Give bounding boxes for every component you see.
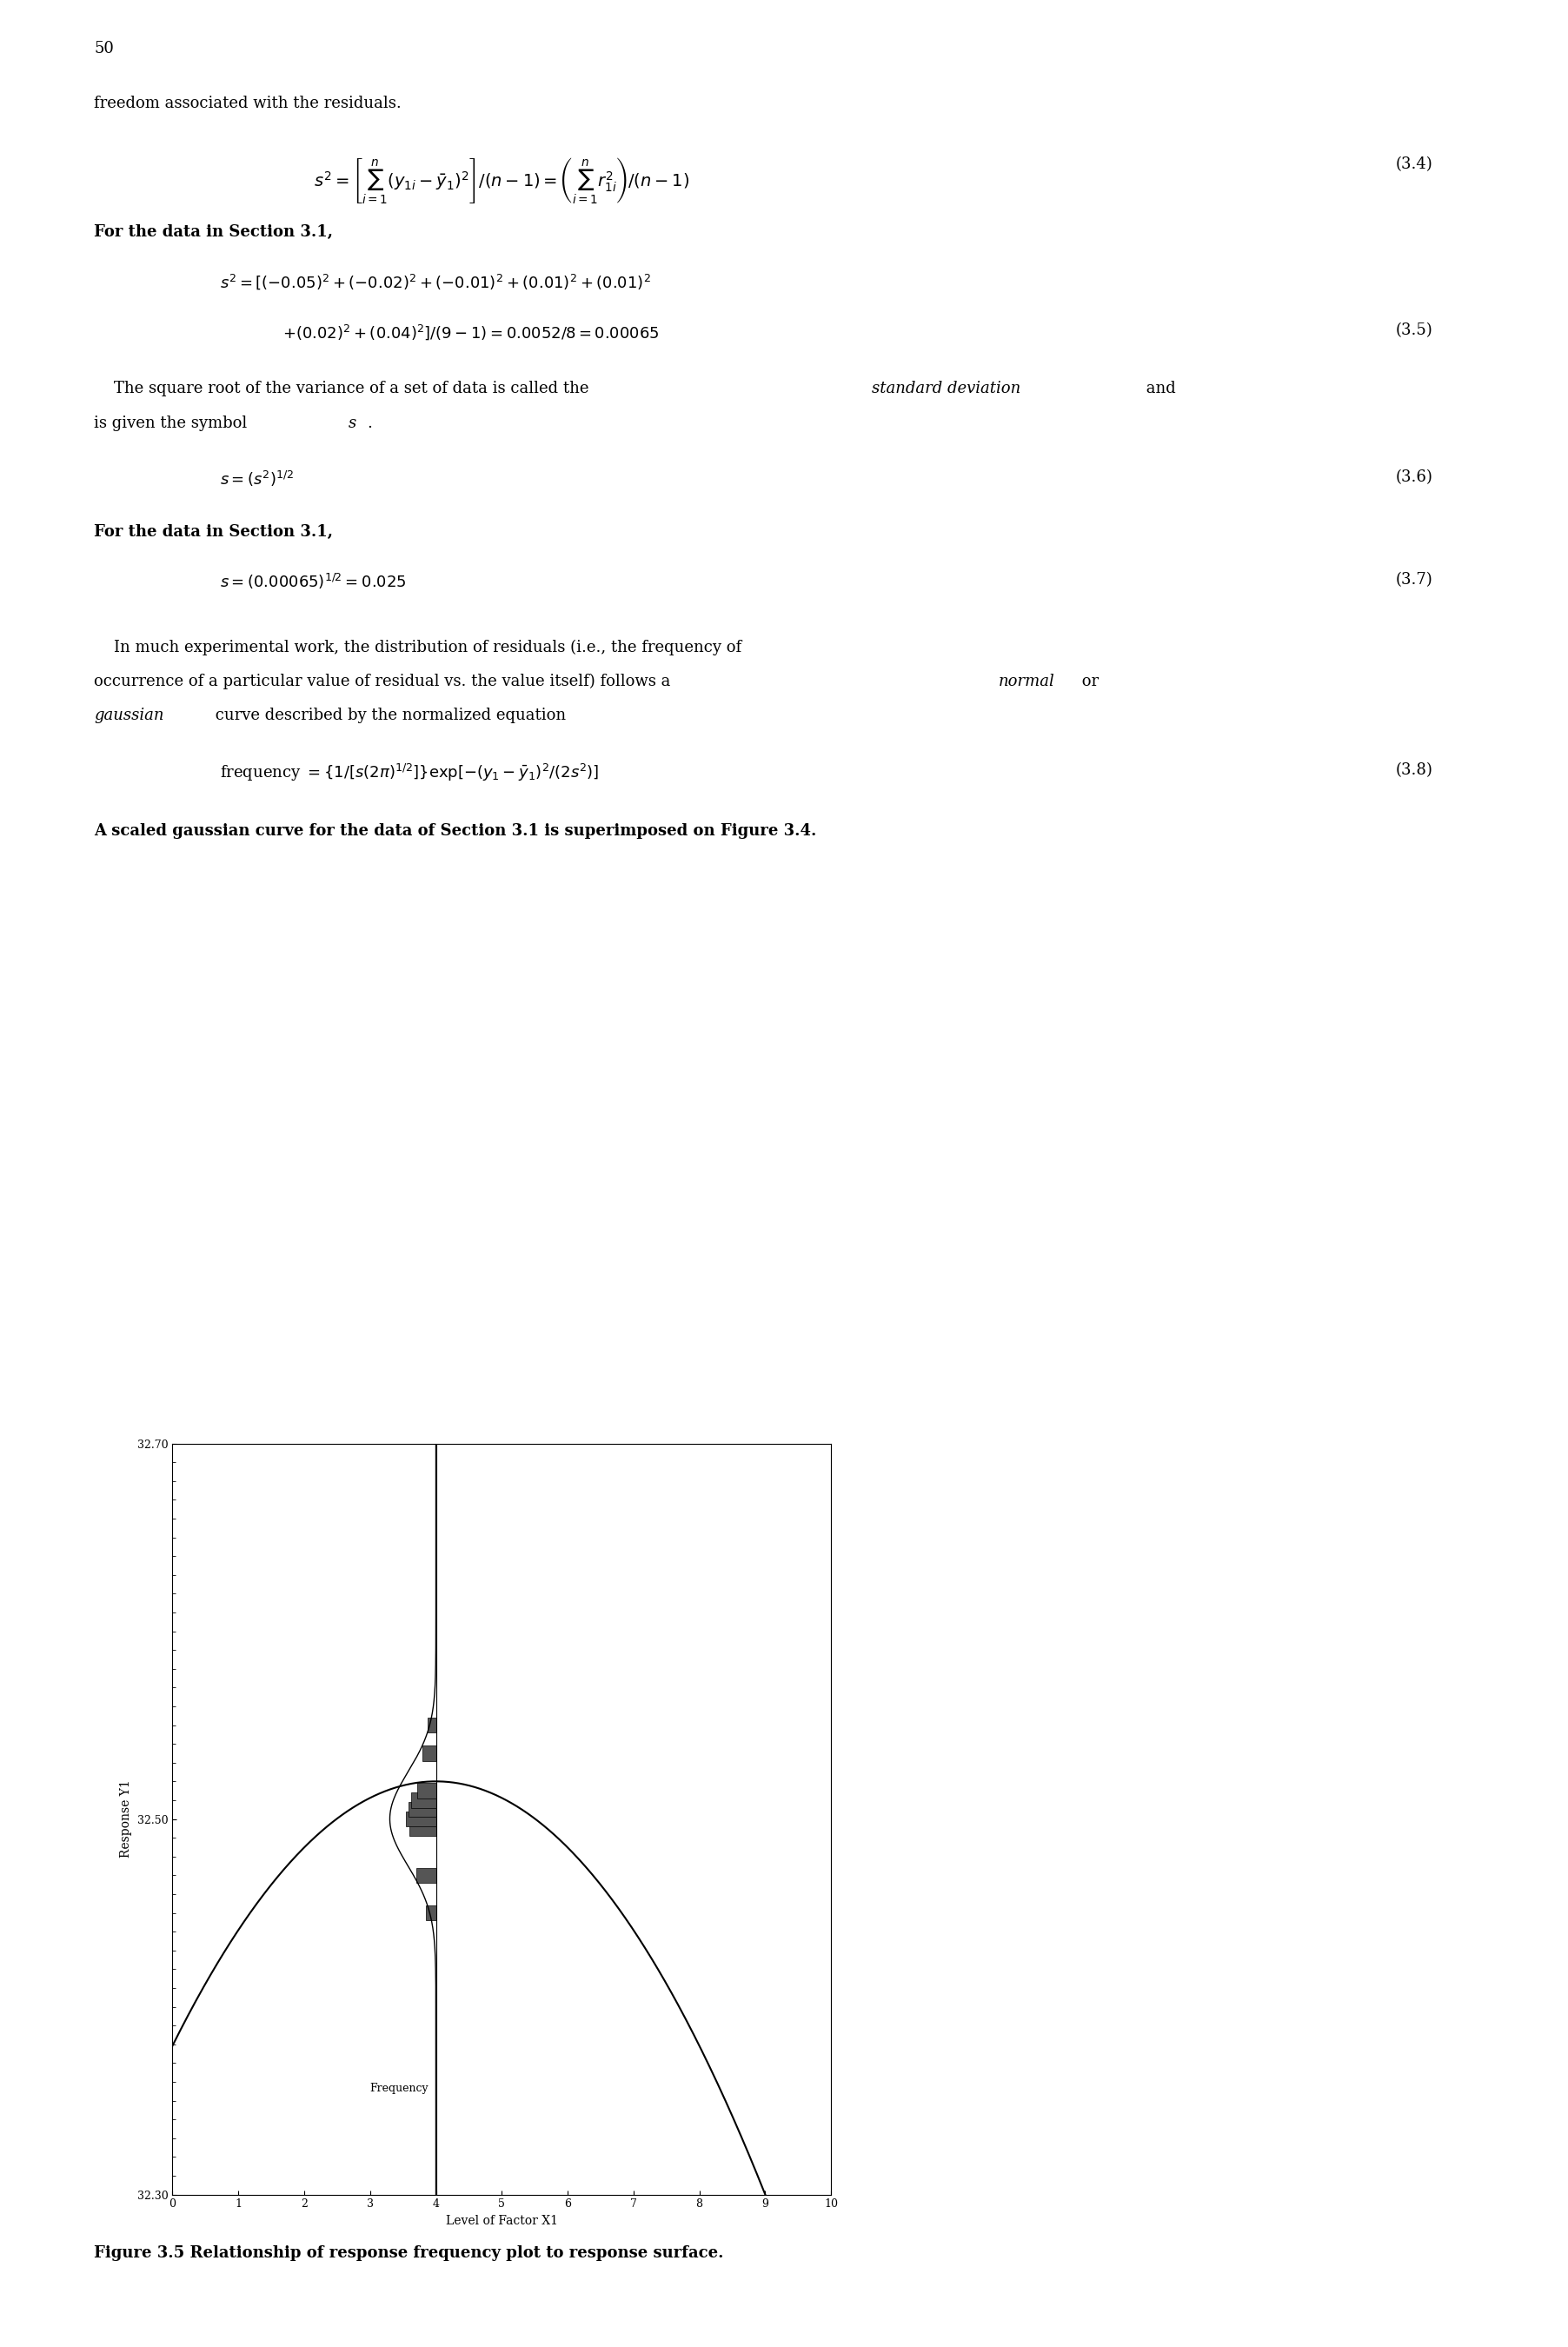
Text: (3.5): (3.5) xyxy=(1396,322,1433,338)
Text: A scaled gaussian curve for the data of Section 3.1 is superimposed on Figure 3.: A scaled gaussian curve for the data of … xyxy=(94,824,817,840)
Bar xyxy=(428,1718,436,1732)
Text: The square root of the variance of a set of data is called the: The square root of the variance of a set… xyxy=(94,380,594,397)
Text: s: s xyxy=(348,415,356,432)
Text: freedom associated with the residuals.: freedom associated with the residuals. xyxy=(94,96,401,110)
Bar xyxy=(409,1821,436,1835)
Text: (3.6): (3.6) xyxy=(1396,469,1433,486)
Text: and: and xyxy=(1142,380,1176,397)
Bar xyxy=(406,1812,436,1826)
Text: For the data in Section 3.1,: For the data in Section 3.1, xyxy=(94,523,332,540)
Text: is given the symbol: is given the symbol xyxy=(94,415,252,432)
Text: For the data in Section 3.1,: For the data in Section 3.1, xyxy=(94,225,332,239)
Text: curve described by the normalized equation: curve described by the normalized equati… xyxy=(210,709,566,723)
Text: gaussian: gaussian xyxy=(94,709,165,723)
Bar xyxy=(417,1784,436,1798)
Text: Frequency: Frequency xyxy=(370,2082,428,2094)
Text: (3.7): (3.7) xyxy=(1396,573,1433,587)
Text: $s = (s^2)^{1/2}$: $s = (s^2)^{1/2}$ xyxy=(220,469,293,488)
Text: or: or xyxy=(1077,674,1099,690)
Text: Figure 3.5 Relationship of response frequency plot to response surface.: Figure 3.5 Relationship of response freq… xyxy=(94,2246,724,2260)
Text: normal: normal xyxy=(999,674,1055,690)
Text: (3.8): (3.8) xyxy=(1396,763,1433,777)
Bar xyxy=(426,1906,436,1920)
Text: In much experimental work, the distribution of residuals (i.e., the frequency of: In much experimental work, the distribut… xyxy=(94,641,742,655)
Text: frequency $= \{1/[s(2\pi)^{1/2}]\}\exp[-(y_1-\bar{y}_1)^2/(2s^2)]$: frequency $= \{1/[s(2\pi)^{1/2}]\}\exp[-… xyxy=(220,763,599,784)
Text: $+(0.02)^2+(0.04)^2]/(9-1) = 0.0052/8 = 0.00065$: $+(0.02)^2+(0.04)^2]/(9-1) = 0.0052/8 = … xyxy=(282,322,659,340)
Y-axis label: Response Y1: Response Y1 xyxy=(121,1779,132,1859)
Text: occurrence of a particular value of residual vs. the value itself) follows a: occurrence of a particular value of resi… xyxy=(94,674,676,690)
Text: $s^2 = \left[\sum_{i=1}^{n}(y_{1i}-\bar{y}_1)^2\right]/(n-1) = \left(\sum_{i=1}^: $s^2 = \left[\sum_{i=1}^{n}(y_{1i}-\bar{… xyxy=(314,157,688,207)
Bar xyxy=(416,1868,436,1882)
X-axis label: Level of Factor X1: Level of Factor X1 xyxy=(445,2216,558,2227)
Bar xyxy=(408,1802,436,1817)
Text: standard deviation: standard deviation xyxy=(872,380,1021,397)
Text: (3.4): (3.4) xyxy=(1396,157,1433,171)
Text: .: . xyxy=(367,415,372,432)
Text: 50: 50 xyxy=(94,40,114,56)
Text: $s = (0.00065)^{1/2} = 0.025$: $s = (0.00065)^{1/2} = 0.025$ xyxy=(220,573,406,591)
Text: $s^2 = [(-0.05)^2+(-0.02)^2+(-0.01)^2+(0.01)^2+(0.01)^2$: $s^2 = [(-0.05)^2+(-0.02)^2+(-0.01)^2+(0… xyxy=(220,272,651,291)
Bar xyxy=(423,1746,436,1760)
Bar xyxy=(411,1793,436,1807)
